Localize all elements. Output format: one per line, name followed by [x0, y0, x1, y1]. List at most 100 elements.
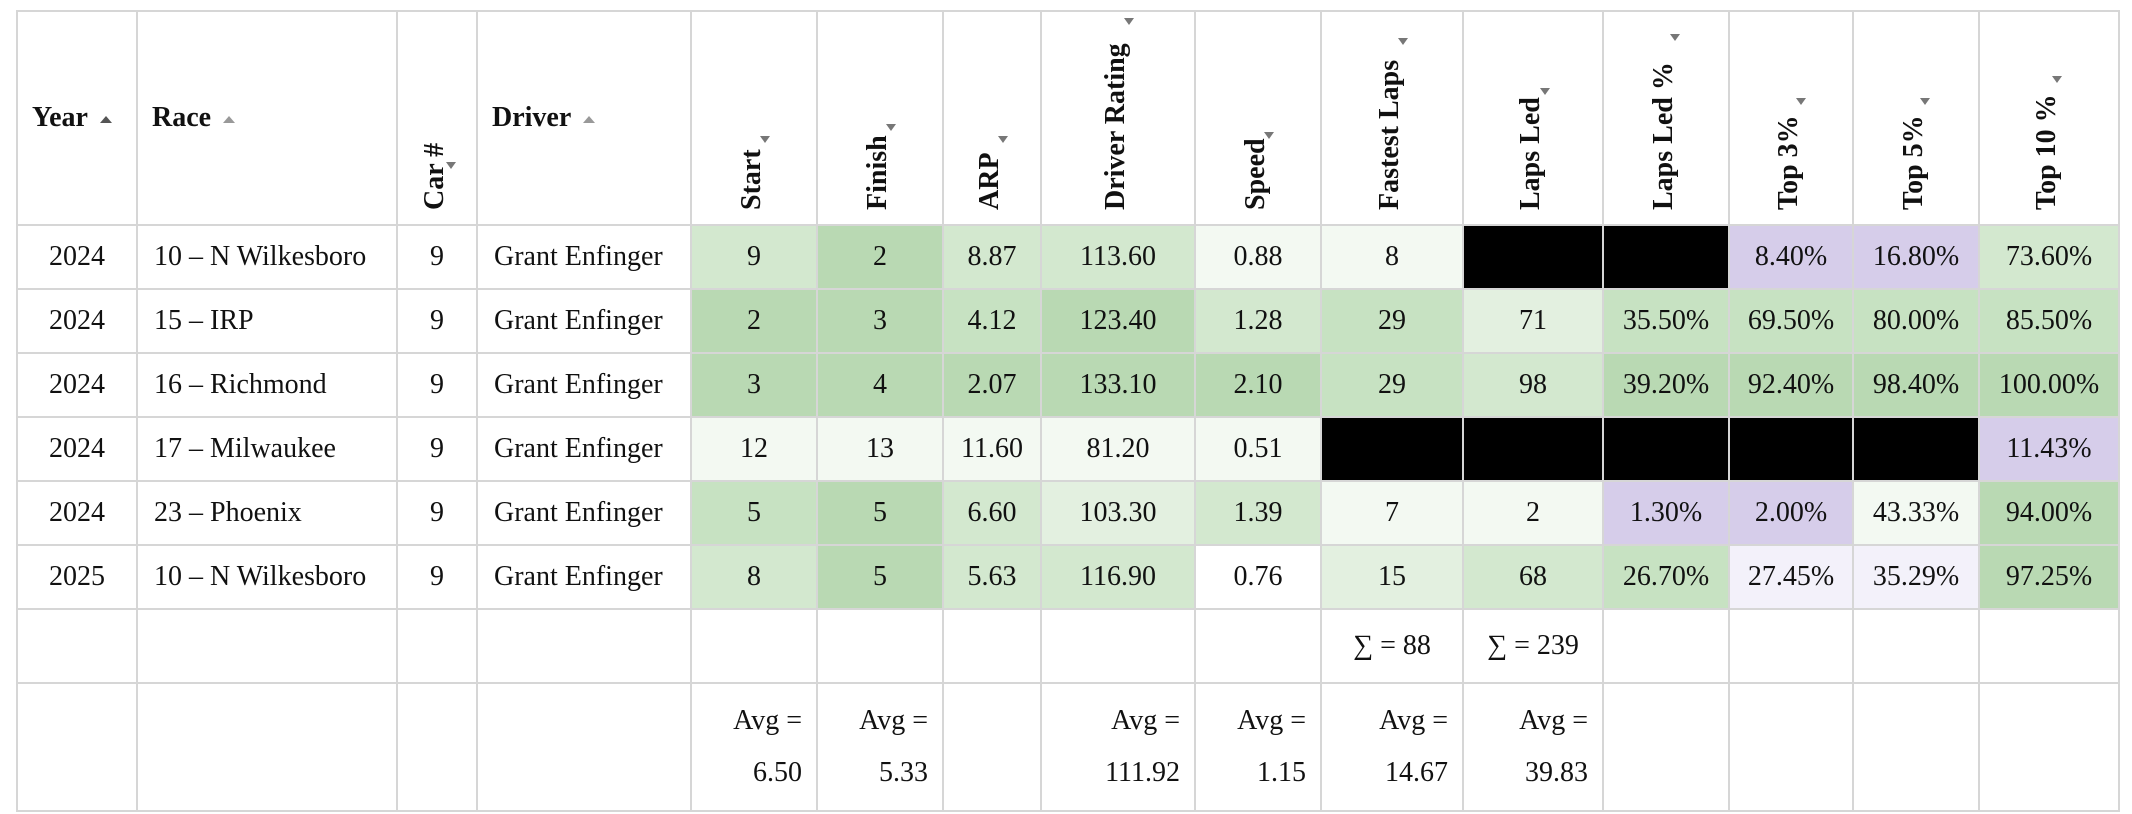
cell-fastest: 7: [1320, 480, 1464, 546]
avg-rating: Avg = 111.92: [1040, 682, 1196, 812]
empty-cell: [476, 682, 692, 812]
cell-rating: 133.10: [1040, 352, 1196, 418]
table-row: 2024 15 – IRP 9 Grant Enfinger 2 3 4.12 …: [16, 288, 2120, 354]
sort-desc-icon[interactable]: [1398, 38, 1408, 45]
cell-car: 9: [396, 288, 478, 354]
cell-year: 2024: [16, 224, 138, 290]
header-arp[interactable]: ARP: [942, 10, 1042, 226]
sort-asc-icon[interactable]: [223, 116, 236, 124]
empty-cell: [1852, 608, 1980, 684]
header-speed[interactable]: Speed: [1194, 10, 1322, 226]
cell-top10: 97.25%: [1978, 544, 2120, 610]
empty-cell: [1728, 608, 1854, 684]
header-rating-label: Driver Rating: [1100, 43, 1131, 210]
cell-finish: 2: [816, 224, 944, 290]
sort-desc-icon[interactable]: [1670, 34, 1680, 41]
header-lapsledpct[interactable]: Laps Led %: [1602, 10, 1730, 226]
header-top5-label: Top 5%: [1898, 115, 1929, 210]
cell-finish: 5: [816, 480, 944, 546]
cell-car: 9: [396, 352, 478, 418]
header-rating[interactable]: Driver Rating: [1040, 10, 1196, 226]
avg-value: 6.50: [753, 757, 802, 788]
header-start[interactable]: Start: [690, 10, 818, 226]
cell-lapsledpct: 1.30%: [1602, 480, 1730, 546]
empty-cell: [1194, 608, 1322, 684]
header-fastest-label: Fastest Laps: [1374, 59, 1405, 210]
cell-lapsledpct: 35.50%: [1602, 288, 1730, 354]
header-lapsled[interactable]: Laps Led: [1462, 10, 1604, 226]
sort-asc-icon[interactable]: [99, 116, 112, 124]
cell-speed: 0.88: [1194, 224, 1322, 290]
sort-desc-icon[interactable]: [998, 136, 1008, 143]
header-row: Year Race Car # Driver Start Finish ARP …: [16, 10, 2120, 226]
empty-cell: [1978, 608, 2120, 684]
sort-desc-icon[interactable]: [886, 124, 896, 131]
cell-driver: Grant Enfinger: [476, 224, 692, 290]
cell-finish: 3: [816, 288, 944, 354]
average-row: Avg = 6.50 Avg = 5.33 Avg = 111.92 Avg = 1.1…: [16, 682, 2120, 812]
header-year[interactable]: Year: [16, 10, 138, 226]
sort-desc-icon[interactable]: [446, 162, 456, 169]
avg-speed: Avg = 1.15: [1194, 682, 1322, 812]
cell-lapsledpct: [1602, 416, 1730, 482]
cell-year: 2024: [16, 288, 138, 354]
cell-lapsled: [1462, 224, 1604, 290]
empty-cell: [942, 608, 1042, 684]
sort-desc-icon[interactable]: [2052, 76, 2062, 83]
avg-lapsled: Avg = 39.83: [1462, 682, 1604, 812]
cell-lapsledpct: 26.70%: [1602, 544, 1730, 610]
header-driver[interactable]: Driver: [476, 10, 692, 226]
avg-finish: Avg = 5.33: [816, 682, 944, 812]
cell-fastest: 29: [1320, 352, 1464, 418]
cell-top10: 73.60%: [1978, 224, 2120, 290]
sort-desc-icon[interactable]: [1540, 88, 1550, 95]
header-car[interactable]: Car #: [396, 10, 478, 226]
cell-car: 9: [396, 544, 478, 610]
cell-race: 23 – Phoenix: [136, 480, 398, 546]
header-year-label: Year: [32, 102, 88, 133]
empty-cell: [476, 608, 692, 684]
cell-rating: 123.40: [1040, 288, 1196, 354]
cell-start: 12: [690, 416, 818, 482]
driver-stats-table: Year Race Car # Driver Start Finish ARP …: [16, 10, 2120, 812]
cell-race: 16 – Richmond: [136, 352, 398, 418]
empty-cell: [396, 682, 478, 812]
header-top5[interactable]: Top 5%: [1852, 10, 1980, 226]
cell-lapsledpct: 39.20%: [1602, 352, 1730, 418]
header-arp-label: ARP: [974, 152, 1005, 210]
header-top3[interactable]: Top 3%: [1728, 10, 1854, 226]
header-race-label: Race: [152, 102, 212, 133]
cell-finish: 5: [816, 544, 944, 610]
sort-desc-icon[interactable]: [1920, 98, 1930, 105]
header-top10[interactable]: Top 10 %: [1978, 10, 2120, 226]
cell-race: 10 – N Wilkesboro: [136, 224, 398, 290]
cell-fastest: 15: [1320, 544, 1464, 610]
header-finish[interactable]: Finish: [816, 10, 944, 226]
cell-top3: 92.40%: [1728, 352, 1854, 418]
cell-driver: Grant Enfinger: [476, 288, 692, 354]
cell-finish: 4: [816, 352, 944, 418]
sort-asc-icon[interactable]: [583, 116, 596, 124]
cell-rating: 113.60: [1040, 224, 1196, 290]
cell-top10: 85.50%: [1978, 288, 2120, 354]
header-fastest[interactable]: Fastest Laps: [1320, 10, 1464, 226]
sort-desc-icon[interactable]: [1124, 18, 1134, 25]
header-lapsledpct-label: Laps Led %: [1648, 62, 1679, 210]
cell-year: 2024: [16, 416, 138, 482]
sort-desc-icon[interactable]: [1796, 98, 1806, 105]
cell-fastest: [1320, 416, 1464, 482]
sort-desc-icon[interactable]: [760, 136, 770, 143]
empty-cell: [16, 682, 138, 812]
avg-start: Avg = 6.50: [690, 682, 818, 812]
avg-label: Avg =: [1237, 705, 1306, 736]
header-top10-label: Top 10 %: [2031, 94, 2062, 210]
cell-driver: Grant Enfinger: [476, 352, 692, 418]
avg-value: 1.15: [1257, 757, 1306, 788]
cell-driver: Grant Enfinger: [476, 544, 692, 610]
header-race[interactable]: Race: [136, 10, 398, 226]
cell-start: 5: [690, 480, 818, 546]
sort-desc-icon[interactable]: [1264, 132, 1274, 139]
table-row: 2024 10 – N Wilkesboro 9 Grant Enfinger …: [16, 224, 2120, 290]
cell-speed: 1.28: [1194, 288, 1322, 354]
cell-year: 2025: [16, 544, 138, 610]
